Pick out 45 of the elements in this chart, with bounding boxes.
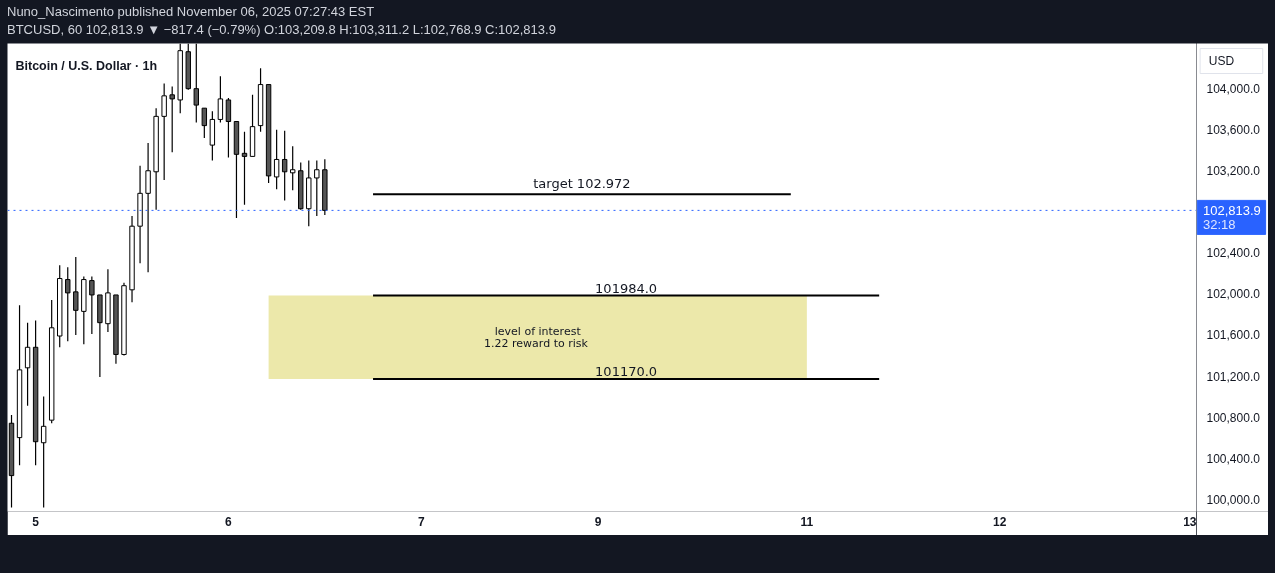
y-tick-label: 104,000.0: [1206, 82, 1261, 97]
text: Bitcoin / U.S. Dollar · 1h: [15, 58, 158, 73]
y-tick-label: 100,800.0: [1206, 410, 1261, 425]
candlestick: [65, 266, 71, 342]
x-tick-label: 12: [993, 514, 1007, 529]
x-tick-label: 5: [32, 514, 40, 529]
x-tick-label: 6: [225, 514, 233, 529]
candlestick: [241, 131, 248, 206]
series-label: 101984.0: [595, 280, 658, 296]
series-label: target 102.972: [533, 176, 631, 192]
x-tick-label: 7: [417, 514, 425, 529]
chart-subtitle: BTCUSD, 60 102,813.9 ▼ −817.4 (−0.79%) O:103,209.8 H:103,311.2 L:102,768.9 C:102,813.9: [7, 22, 556, 37]
candlestick: [217, 75, 224, 124]
y-tick-label: 100,000.0: [1206, 492, 1261, 507]
candlestick: [314, 159, 320, 217]
x-tick-label: 9: [594, 514, 602, 529]
annotation: level of interest: [494, 324, 582, 338]
candlestick: [193, 43, 199, 124]
candlestick: [40, 395, 47, 508]
series-label: 101170.0: [595, 364, 658, 380]
text: 32:18: [1202, 216, 1236, 232]
y-tick-label: 100,400.0: [1206, 451, 1261, 466]
candlestick: [24, 322, 31, 407]
y-tick-label: 101,600.0: [1206, 328, 1261, 343]
text: Nuno_Nascimento published November 06, 2025 07:27:43 EST: [7, 4, 375, 19]
candlestick: [73, 256, 79, 336]
y-axis-title: USD: [1208, 54, 1235, 68]
y-tick-label: 103,200.0: [1206, 164, 1261, 179]
candlestick: [281, 130, 288, 202]
candlestick: [225, 97, 232, 159]
candlestick: [161, 82, 167, 181]
y-tick-label: 101,200.0: [1206, 369, 1261, 384]
annotation: 1.22 reward to risk: [484, 336, 589, 350]
x-tick-label: 11: [800, 514, 814, 529]
ref-line-label: 102,813.9: [1202, 202, 1261, 218]
candlestick: [201, 107, 208, 139]
candlestick: [289, 145, 296, 191]
y-tick-label: 103,600.0: [1206, 123, 1261, 138]
y-tick-label: 102,000.0: [1206, 287, 1261, 302]
candlestick: [145, 142, 151, 273]
y-tick-label: 102,400.0: [1206, 246, 1261, 261]
candlestick: [89, 275, 95, 335]
x-tick-label: 13: [1183, 514, 1197, 529]
candlestick: [169, 86, 175, 153]
candlestick: [273, 129, 280, 190]
